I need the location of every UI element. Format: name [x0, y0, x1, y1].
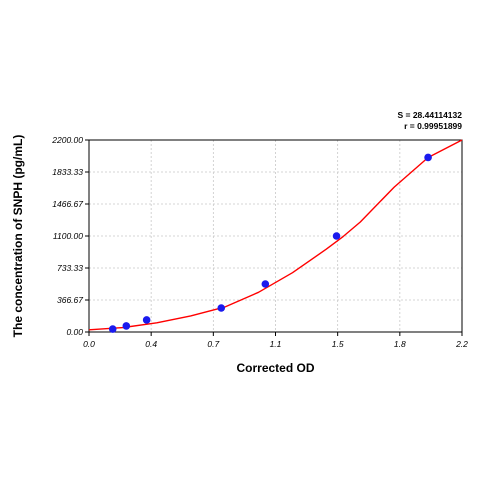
data-point — [122, 322, 131, 330]
fit-curve — [88, 139, 463, 331]
y-tick-label: 1100.00 — [53, 231, 83, 241]
data-points-layer — [108, 153, 432, 333]
data-point — [217, 304, 226, 312]
data-point — [142, 316, 151, 324]
x-axis-title: Corrected OD — [236, 361, 314, 375]
r-value-annotation: r = 0.99951899 — [404, 121, 462, 131]
data-point — [424, 153, 432, 162]
x-tick-label: 0.7 — [207, 339, 219, 349]
y-tick-label: 1466.67 — [52, 199, 83, 209]
data-point — [332, 232, 341, 240]
x-tick-label: 1.1 — [270, 339, 282, 349]
y-tick-label: 366.67 — [57, 295, 83, 305]
y-tick-label: 733.33 — [57, 263, 83, 273]
data-point — [108, 325, 117, 333]
y-tick-label: 2200.00 — [51, 135, 83, 145]
grid-lines — [89, 140, 462, 332]
x-tick-label: 0.4 — [145, 339, 157, 349]
data-point — [261, 280, 270, 288]
y-tick-label: 1833.33 — [52, 167, 83, 177]
s-value-annotation: S = 28.44114132 — [397, 110, 462, 120]
x-tick-label: 1.5 — [332, 339, 344, 349]
y-axis-title: The concentration of SNPH (pg/mL) — [11, 135, 25, 338]
axis-ticks: 0.0 0.4 0.7 1.1 1.5 1.8 2.2 0.00 366.67 733.33 110… — [51, 135, 468, 349]
x-tick-label: 0.0 — [83, 339, 95, 349]
x-tick-label: 1.8 — [394, 339, 406, 349]
x-tick-label: 2.2 — [455, 339, 468, 349]
y-tick-label: 0.00 — [66, 327, 83, 337]
fit-curve-layer — [88, 139, 463, 331]
